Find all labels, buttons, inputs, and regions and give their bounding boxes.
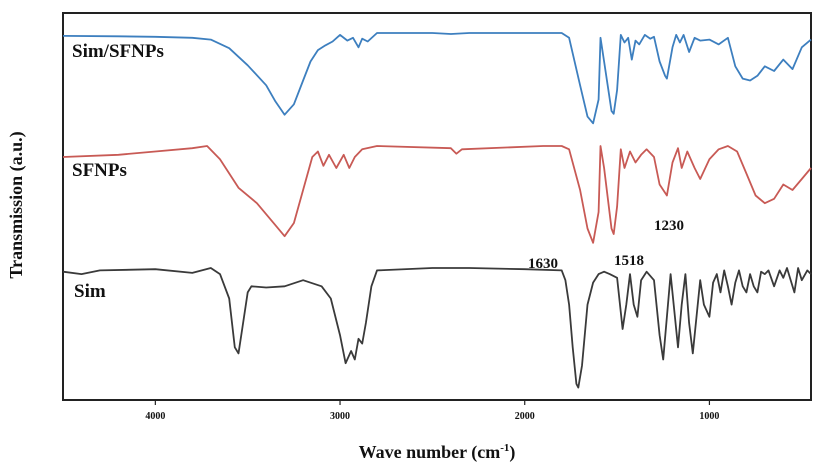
x-axis-title-close: ) [509,442,515,463]
y-axis-title: Transmission (a.u.) [6,131,27,278]
x-tick-label-1000: 1000 [699,411,719,422]
x-axis-title-text: Wave number (cm [359,442,501,463]
series-line-sim-sfnps [62,32,812,125]
series-label-sfnps: SFNPs [72,160,127,181]
x-tick-label-2000: 2000 [515,411,535,422]
peak-label-1518: 1518 [614,253,644,269]
plot-frame [62,12,812,401]
x-tick-label-4000: 4000 [145,411,165,422]
x-axis-title-superscript: -1 [500,442,509,454]
peak-label-1230: 1230 [654,218,684,234]
series-label-sim-sfnps: Sim/SFNPs [72,41,164,62]
series-line-sim [62,267,812,389]
x-axis: 4000 3000 2000 1000 [145,400,719,422]
peak-label-1630: 1630 [528,256,558,272]
x-tick-label-3000: 3000 [330,411,350,422]
series-label-sim: Sim [74,281,106,302]
x-axis-title: Wave number (cm-1) [359,442,516,463]
series-line-sfnps [62,145,812,244]
series-layer [62,32,812,389]
